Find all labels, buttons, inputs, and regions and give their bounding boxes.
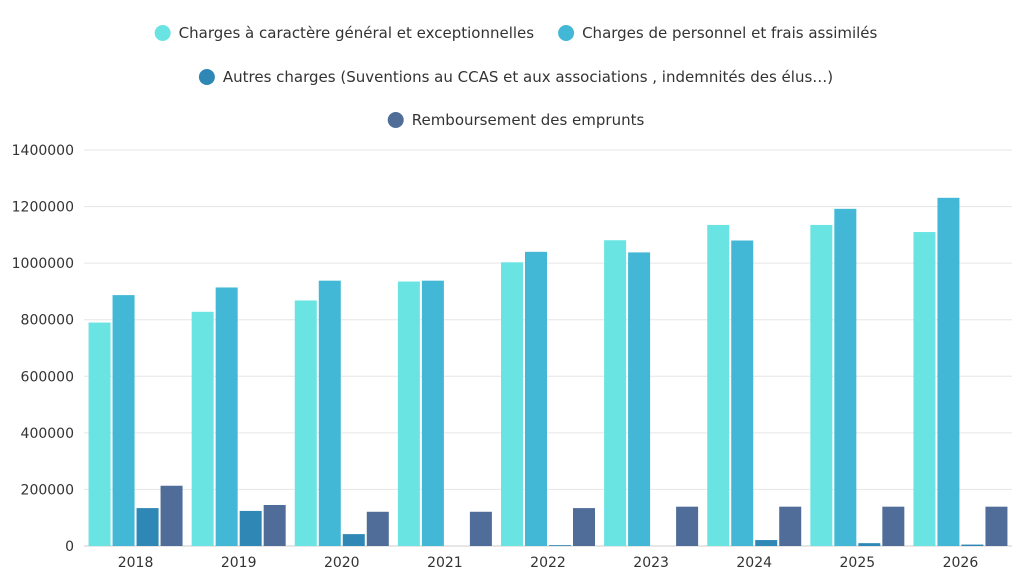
bar-4-2025 (882, 506, 905, 546)
bar-2-2025 (834, 208, 857, 546)
y-tick-label: 800000 (21, 313, 74, 329)
bar-2-2023 (628, 252, 651, 546)
bar-2-2019 (215, 287, 238, 546)
legend-item: Remboursement des emprunts (387, 111, 645, 129)
x-tick-label: 2025 (840, 555, 876, 571)
legend-label: Charges de personnel et frais assimilés (582, 24, 877, 42)
x-tick-label: 2018 (118, 555, 154, 571)
x-axis: 2018 2019 2020 2021 2022 2023 2024 2025 2026 (118, 555, 979, 571)
bar-2-2022 (525, 251, 547, 547)
legend-label: Autres charges (Suventions au CCAS et au… (223, 68, 833, 86)
legend-row: Charges à caractère général et exception… (154, 24, 878, 42)
bar-4-2022 (573, 508, 595, 546)
legend-label: Remboursement des emprunts (412, 111, 645, 129)
x-tick-label: 2022 (530, 555, 566, 571)
y-tick-label: 600000 (21, 369, 74, 385)
bar-1-2021 (397, 281, 420, 546)
bar-4-2018 (160, 485, 183, 546)
bar-1-2024 (707, 224, 730, 546)
x-tick-label: 2021 (427, 555, 463, 571)
legend-item: Charges de personnel et frais assimilés (558, 24, 878, 42)
legend-item: Autres charges (Suventions au CCAS et au… (198, 68, 833, 86)
legend-row: Remboursement des emprunts (387, 111, 645, 129)
bar-4-2019 (263, 504, 286, 546)
bar-4-2021 (469, 511, 492, 546)
bar-4-2023 (676, 506, 699, 546)
bar-1-2025 (810, 224, 833, 546)
bar-2-2024 (731, 240, 754, 546)
bar-1-2022 (501, 262, 523, 546)
grid (84, 149, 1012, 547)
y-tick-label: 200000 (21, 482, 74, 498)
y-tick-label: 1200000 (12, 200, 74, 216)
bar-2-2021 (421, 280, 444, 546)
bars (88, 197, 1008, 547)
bar-3-2019 (239, 510, 262, 546)
legend-item: Charges à caractère général et exception… (154, 24, 535, 42)
x-tick-label: 2020 (324, 555, 360, 571)
legend-swatch (154, 25, 171, 41)
x-tick-label: 2024 (736, 555, 772, 571)
bar-4-2024 (779, 506, 802, 546)
y-tick-label: 400000 (21, 426, 74, 442)
y-tick-label: 1400000 (12, 143, 74, 159)
y-tick-label: 0 (65, 539, 74, 555)
legend: Charges à caractère général et exception… (154, 24, 878, 129)
bar-4-2026 (985, 506, 1008, 546)
x-tick-label: 2026 (943, 555, 979, 571)
bar-3-2024 (755, 540, 778, 546)
legend-swatch (558, 25, 575, 41)
bar-3-2025 (858, 543, 881, 546)
bar-1-2018 (88, 322, 111, 546)
y-axis: 0 200000 400000 600000 800000 1000000 1200000 1… (12, 143, 74, 555)
bar-3-2020 (342, 534, 365, 546)
legend-swatch (387, 112, 404, 128)
bar-2-2026 (937, 197, 960, 546)
bar-2-2018 (112, 295, 135, 546)
bar-3-2026 (961, 544, 984, 546)
bar-1-2023 (604, 240, 627, 546)
y-tick-label: 1000000 (12, 256, 74, 272)
bar-3-2022 (549, 545, 571, 546)
bar-1-2026 (913, 232, 936, 546)
legend-swatch (198, 69, 215, 85)
bar-2-2020 (318, 280, 341, 546)
x-tick-label: 2023 (633, 555, 669, 571)
bar-1-2020 (294, 300, 317, 546)
x-tick-label: 2019 (221, 555, 257, 571)
legend-row: Autres charges (Suventions au CCAS et au… (198, 68, 833, 86)
bar-4-2020 (366, 511, 389, 546)
legend-label: Charges à caractère général et exception… (179, 24, 535, 42)
bar-1-2019 (191, 311, 214, 546)
bar-3-2018 (136, 508, 159, 546)
